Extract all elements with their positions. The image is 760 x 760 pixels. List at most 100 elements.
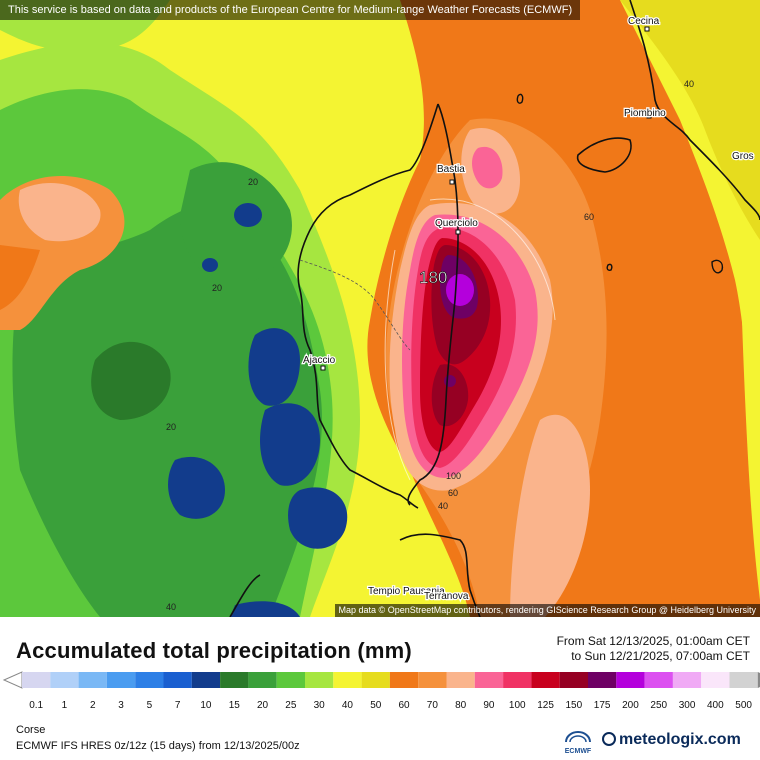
legend-label: 300 xyxy=(679,700,696,711)
map-title: Accumulated total precipitation (mm) xyxy=(16,638,412,663)
legend-swatch xyxy=(418,672,447,688)
legend-swatch xyxy=(389,672,419,688)
contour-line xyxy=(384,198,556,481)
contour-label: 60 xyxy=(448,488,458,498)
brand-name: meteologix.com xyxy=(619,731,741,748)
precip-field-40-50 xyxy=(620,0,760,240)
legend-label: 150 xyxy=(566,700,583,711)
legend-swatch xyxy=(50,672,79,688)
legend-swatch xyxy=(474,672,504,688)
island xyxy=(516,93,524,104)
city-marker xyxy=(320,365,326,371)
island-elba xyxy=(576,137,632,173)
precip-field-15-20 xyxy=(180,162,292,285)
region-name: Corse xyxy=(16,724,46,736)
contour-label: 20 xyxy=(212,283,222,293)
max-value-label: 180 xyxy=(419,268,447,287)
legend-swatch xyxy=(135,672,164,688)
place-label: Querciolo xyxy=(435,218,478,229)
globe-icon xyxy=(602,732,616,746)
legend-swatch xyxy=(220,672,249,688)
precip-field-80-90 xyxy=(510,414,590,617)
legend-label: 1 xyxy=(62,700,68,711)
city-marker xyxy=(644,26,650,32)
contour-label: 20 xyxy=(248,177,258,187)
precip-field-10-15 xyxy=(168,456,225,519)
city-marker xyxy=(455,229,461,235)
legend-label: 2 xyxy=(90,700,96,711)
city-marker xyxy=(449,179,455,185)
legend-label: 175 xyxy=(594,700,611,711)
period-to: to Sun 12/21/2025, 07:00am CET xyxy=(571,649,750,663)
precipitation-legend: 0.1 1 2 3 5 7 10 15 20 25 30 40 50 60 70 80 90 100 125 150 1… xyxy=(0,668,760,716)
contour-label: 40 xyxy=(438,501,448,511)
legend-swatch xyxy=(248,672,277,688)
legend-swatch xyxy=(361,672,390,688)
legend-label: 50 xyxy=(370,700,382,711)
precip-field-10-15 xyxy=(248,328,300,406)
legend-label: 25 xyxy=(285,700,297,711)
place-label: Bastia xyxy=(437,164,465,175)
ecmwf-service-note: This service is based on data and produc… xyxy=(0,0,581,20)
legend-label: 15 xyxy=(229,700,241,711)
legend-swatch xyxy=(729,672,758,688)
legend-swatch xyxy=(191,672,221,688)
ecmwf-logo: ECMWF xyxy=(565,731,592,755)
place-label: Terranova xyxy=(424,591,469,602)
legend-swatch xyxy=(22,672,51,688)
meteologix-logo[interactable]: meteologix.com xyxy=(602,731,741,749)
legend-swatch xyxy=(305,672,334,688)
place-label: Tempio Pausania xyxy=(368,586,445,597)
legend-label: 80 xyxy=(455,700,467,711)
period-from: From Sat 12/13/2025, 01:00am CET xyxy=(556,634,750,648)
island xyxy=(606,263,613,271)
legend-swatch xyxy=(446,672,475,688)
map-attribution[interactable]: Map data © OpenStreetMap contributors, r… xyxy=(334,604,760,617)
place-label: Piombino xyxy=(624,108,666,119)
legend-swatch xyxy=(672,672,702,688)
legend-label: 500 xyxy=(735,700,752,711)
place-label: Ajaccio xyxy=(303,355,336,366)
legend-label: 125 xyxy=(537,700,554,711)
legend-label: 100 xyxy=(509,700,526,711)
precip-field-30-40 xyxy=(740,250,760,600)
precip-field-200-250 xyxy=(446,274,474,306)
legend-label: 40 xyxy=(342,700,354,711)
legend-label: 0.1 xyxy=(29,700,43,711)
model-info: ECMWF IFS HRES 0z/12z (15 days) from 12/… xyxy=(16,740,300,752)
precipitation-map[interactable]: Cecina Piombino Gros Bastia Querciolo Aj… xyxy=(0,0,760,617)
place-labels: Cecina Piombino Gros Bastia Querciolo Aj… xyxy=(302,15,755,604)
contour-label: 60 xyxy=(584,212,594,222)
legend-label: 400 xyxy=(707,700,724,711)
precip-field-60-70 xyxy=(0,245,40,310)
map-canvas: Cecina Piombino Gros Bastia Querciolo Aj… xyxy=(0,0,760,617)
legend-label: 60 xyxy=(398,700,410,711)
legend-swatch xyxy=(276,672,305,688)
place-label: Cecina xyxy=(628,16,660,27)
island xyxy=(711,259,724,274)
legend-swatch xyxy=(616,672,645,688)
ecmwf-label: ECMWF xyxy=(565,748,592,755)
coastline-italy xyxy=(629,0,760,221)
department-border xyxy=(299,259,411,351)
legend-swatch xyxy=(78,672,107,688)
precip-field-10-15 xyxy=(230,601,300,617)
legend-label: 250 xyxy=(650,700,667,711)
legend-swatch xyxy=(588,672,617,688)
contour-label: 40 xyxy=(684,79,694,89)
legend-swatch xyxy=(163,672,192,688)
legend-arrow-left xyxy=(2,671,23,689)
legend-swatch xyxy=(503,672,532,688)
contour-label: 20 xyxy=(166,422,176,432)
legend-swatch xyxy=(559,672,588,688)
legend-label: 7 xyxy=(175,700,181,711)
precip-field-10-15 xyxy=(260,403,320,486)
forecast-period: From Sat 12/13/2025, 01:00am CET to Sun … xyxy=(557,634,750,664)
legend-scale: 0.1 1 2 3 5 7 10 15 20 25 30 40 50 60 70 80 90 100 125 150 1… xyxy=(2,671,760,711)
legend-label: 10 xyxy=(200,700,212,711)
contour-label: 40 xyxy=(166,602,176,612)
precip-field-10-15 xyxy=(234,203,262,227)
legend-swatch xyxy=(531,672,560,688)
legend-swatch xyxy=(701,672,730,688)
city-marker xyxy=(646,113,652,119)
